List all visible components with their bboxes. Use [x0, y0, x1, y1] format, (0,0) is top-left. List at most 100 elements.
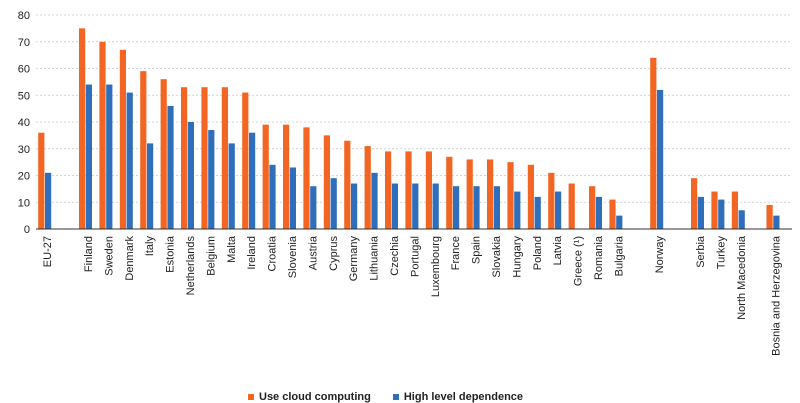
bar-cloud-21: [487, 159, 494, 229]
bar-cloud-27: [609, 199, 616, 229]
x-tick-label: Belgium: [205, 236, 217, 276]
bar-cloud-13: [323, 135, 330, 229]
x-tick-label: Bulgaria: [613, 235, 625, 276]
bars: [38, 28, 780, 230]
x-tick-label: Greece (¹): [573, 236, 585, 286]
bar-dependence-17: [412, 183, 419, 229]
bar-cloud-22: [507, 162, 514, 229]
x-tick-label: Hungary: [511, 236, 523, 278]
bar-dependence-32: [773, 215, 780, 229]
bar-cloud-11: [283, 124, 290, 229]
bar-cloud-16: [385, 151, 392, 229]
x-tick-label: Norway: [654, 236, 666, 274]
x-tick-label: Latvia: [552, 235, 564, 265]
legend-item-cloud: Use cloud computing: [248, 391, 371, 403]
x-tick-label: Luxembourg: [430, 236, 442, 297]
y-tick-label: 50: [18, 90, 30, 102]
y-tick-label: 0: [24, 224, 30, 236]
bar-cloud-15: [364, 146, 371, 229]
bar-dependence-15: [371, 172, 378, 229]
bar-dependence-23: [534, 196, 541, 229]
bar-cloud-28: [650, 57, 657, 229]
y-tick-label: 30: [18, 144, 30, 156]
legend-label-dependence: High level dependence: [403, 391, 524, 403]
x-tick-label: Spain: [471, 236, 483, 264]
bar-cloud-23: [527, 164, 534, 229]
x-tick-label: Netherlands: [185, 236, 197, 296]
bar-dependence-2: [106, 84, 113, 229]
bar-cloud-20: [466, 159, 473, 229]
bar-cloud-0: [38, 132, 45, 229]
bar-dependence-27: [616, 215, 623, 229]
bar-dependence-22: [514, 191, 521, 229]
bar-dependence-7: [208, 130, 215, 229]
bar-cloud-9: [242, 92, 249, 229]
bar-dependence-28: [657, 89, 664, 230]
legend-label-cloud: Use cloud computing: [259, 391, 371, 403]
bar-dependence-18: [432, 183, 439, 229]
bar-dependence-0: [45, 172, 52, 229]
x-tick-label: Portugal: [409, 236, 421, 277]
bar-dependence-31: [738, 210, 745, 229]
bar-dependence-10: [269, 164, 276, 229]
bar-cloud-29: [691, 178, 698, 229]
bar-dependence-11: [289, 167, 296, 229]
bar-dependence-16: [391, 183, 398, 229]
bar-cloud-3: [119, 49, 126, 230]
x-tick-label: Croatia: [267, 235, 279, 271]
bar-dependence-13: [330, 178, 337, 229]
x-axis-ticks: EU-27 Finland Sweden Denmark Italy Estonia Net…: [42, 235, 782, 356]
bar-cloud-26: [589, 186, 596, 229]
x-tick-label: Slovakia: [491, 235, 503, 277]
bar-cloud-5: [160, 79, 167, 229]
bar-cloud-30: [711, 191, 718, 229]
bar-dependence-8: [228, 143, 235, 229]
bar-dependence-9: [249, 132, 256, 229]
bar-dependence-1: [85, 84, 92, 229]
x-tick-label: Germany: [348, 236, 360, 282]
bar-dependence-21: [493, 186, 500, 229]
x-tick-label: Bosnia and Herzegovina: [770, 235, 782, 356]
y-tick-label: 10: [18, 197, 30, 209]
bar-cloud-14: [344, 140, 351, 229]
bar-cloud-8: [221, 87, 228, 229]
x-tick-label: Slovenia: [287, 235, 299, 278]
bar-dependence-5: [167, 105, 174, 229]
x-tick-label: Lithuania: [369, 235, 381, 281]
x-tick-label: Serbia: [695, 235, 707, 268]
x-tick-label: Sweden: [103, 236, 115, 276]
legend-item-dependence: High level dependence: [392, 391, 524, 403]
bar-cloud-31: [731, 191, 738, 229]
bar-cloud-18: [425, 151, 432, 229]
bar-cloud-12: [303, 127, 310, 229]
bar-cloud-6: [181, 87, 188, 229]
y-tick-label: 70: [18, 37, 30, 49]
bar-dependence-20: [473, 186, 480, 229]
x-tick-label: Malta: [226, 235, 238, 263]
x-tick-label: Austria: [307, 235, 319, 270]
y-tick-label: 80: [18, 10, 30, 22]
bar-cloud-24: [548, 172, 555, 229]
bar-cloud-4: [140, 71, 147, 229]
legend-swatch-dependence: [392, 394, 399, 400]
bar-dependence-26: [595, 196, 602, 229]
bar-dependence-29: [697, 196, 704, 229]
x-tick-label: Finland: [83, 236, 95, 272]
y-tick-label: 40: [18, 117, 30, 129]
bar-cloud-17: [405, 151, 412, 229]
x-tick-label: Turkey: [715, 236, 727, 270]
bar-dependence-3: [126, 92, 133, 229]
bar-cloud-1: [79, 28, 86, 229]
bar-cloud-7: [201, 87, 208, 229]
bar-dependence-12: [310, 186, 317, 229]
bar-dependence-19: [453, 186, 460, 229]
x-tick-label: Italy: [144, 236, 156, 257]
bar-dependence-24: [555, 191, 562, 229]
x-tick-label: Romania: [593, 235, 605, 280]
y-axis-ticks: 0 10 20 30 40 50 60 70 80: [18, 10, 30, 236]
x-tick-label: Poland: [532, 236, 544, 270]
bar-dependence-6: [187, 122, 194, 229]
bar-cloud-10: [262, 124, 269, 229]
bar-cloud-19: [446, 156, 453, 229]
